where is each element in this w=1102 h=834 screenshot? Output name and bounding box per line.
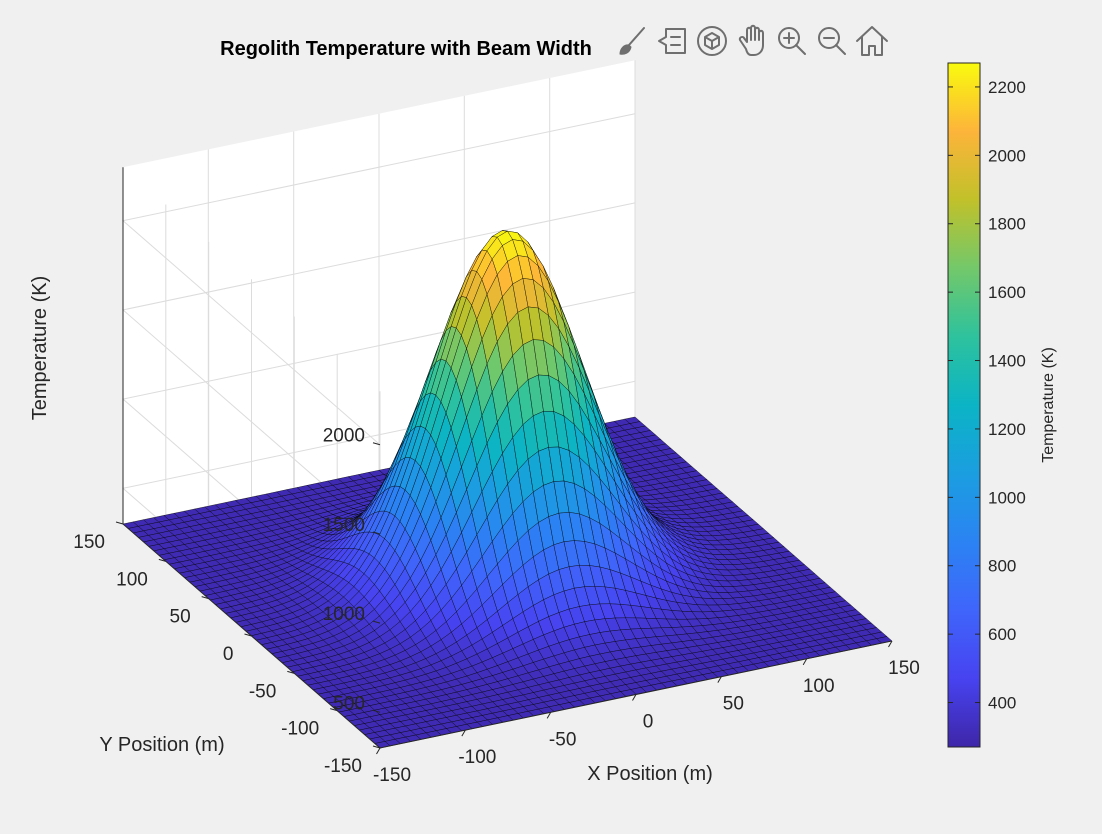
x-tick-label: 150 xyxy=(888,658,920,679)
colorbar-ticks: 400 600 800 1000 1200 1400 1600 1800 2000 2200 xyxy=(948,78,1026,713)
x-tick-mark xyxy=(632,694,637,701)
z-axis-label: Temperature (K) xyxy=(29,276,51,421)
z-tick-mark xyxy=(372,709,381,713)
y-tick-label: 0 xyxy=(223,644,234,665)
z-tick-label: 500 xyxy=(333,693,365,714)
axes-toolbar[interactable] xyxy=(615,24,889,58)
y-tick-label: 150 xyxy=(73,532,105,553)
colorbar-tick-label: 1400 xyxy=(988,352,1026,371)
datatip-icon[interactable] xyxy=(655,24,689,58)
y-tick-label: -100 xyxy=(281,719,319,740)
surface-plot xyxy=(122,230,893,749)
y-tick-mark xyxy=(115,521,124,525)
colorbar-tick-label: 400 xyxy=(988,694,1016,713)
y-tick-label: 100 xyxy=(116,569,148,590)
z-tick-mark xyxy=(372,442,381,446)
x-tick-mark xyxy=(546,712,552,719)
colorbar-label: Temperature (K) xyxy=(1040,347,1057,463)
x-tick-mark xyxy=(717,676,722,683)
chart-title: Regolith Temperature with Beam Width xyxy=(220,38,592,60)
y-tick-mark xyxy=(158,558,166,562)
y-axis-label: Y Position (m) xyxy=(99,734,224,756)
colorbar-gradient xyxy=(947,62,981,748)
x-tick-mark xyxy=(888,640,893,648)
x-tick-label: -50 xyxy=(549,729,576,750)
x-tick-label: 100 xyxy=(803,676,835,697)
z-tick-label: 1500 xyxy=(323,515,365,536)
y-tick-mark xyxy=(372,745,381,749)
colorbar-tick-label: 2000 xyxy=(988,146,1026,165)
home-icon[interactable] xyxy=(855,24,889,58)
z-tick-mark xyxy=(372,531,381,535)
x-tick-label: 50 xyxy=(723,694,744,715)
colorbar-tick-label: 1000 xyxy=(988,488,1026,507)
colorbar-tick-label: 800 xyxy=(988,557,1016,576)
x-tick-label: -150 xyxy=(373,765,411,786)
zoom-in-icon[interactable] xyxy=(775,24,809,58)
y-tick-label: -50 xyxy=(249,681,276,702)
colorbar-tick-label: 2200 xyxy=(988,78,1026,97)
x-tick-label: -100 xyxy=(458,747,496,768)
x-tick-mark xyxy=(802,658,808,666)
colorbar-tick-label: 1200 xyxy=(988,420,1026,439)
y-tick-mark xyxy=(201,596,209,600)
y-tick-mark xyxy=(244,633,252,637)
x-tick-label: 0 xyxy=(643,712,654,733)
colorbar-tick-label: 1600 xyxy=(988,283,1026,302)
colorbar[interactable]: 400 600 800 1000 1200 1400 1600 1800 2000 2200 Te… xyxy=(947,62,1057,748)
z-tick-label: 1000 xyxy=(323,604,365,625)
x-tick-mark xyxy=(461,729,466,737)
y-tick-label: 50 xyxy=(170,607,191,628)
pan-hand-icon[interactable] xyxy=(735,24,769,58)
axes-3d[interactable]: -150-100-50050100150-150-100-50050100150… xyxy=(73,60,920,786)
brush-icon[interactable] xyxy=(615,24,649,58)
x-tick-mark xyxy=(376,747,381,755)
tick-labels: -150-100-50050100150-150-100-50050100150… xyxy=(73,426,920,786)
y-tick-mark xyxy=(330,708,338,712)
zoom-out-icon[interactable] xyxy=(815,24,849,58)
x-axis-label: X Position (m) xyxy=(587,763,713,785)
z-tick-label: 2000 xyxy=(323,426,365,447)
rotate-3d-icon[interactable] xyxy=(695,24,729,58)
colorbar-tick-label: 1800 xyxy=(988,215,1026,234)
z-tick-mark xyxy=(372,620,381,624)
colorbar-tick-label: 600 xyxy=(988,625,1016,644)
y-tick-mark xyxy=(287,670,295,674)
y-tick-label: -150 xyxy=(324,756,362,777)
